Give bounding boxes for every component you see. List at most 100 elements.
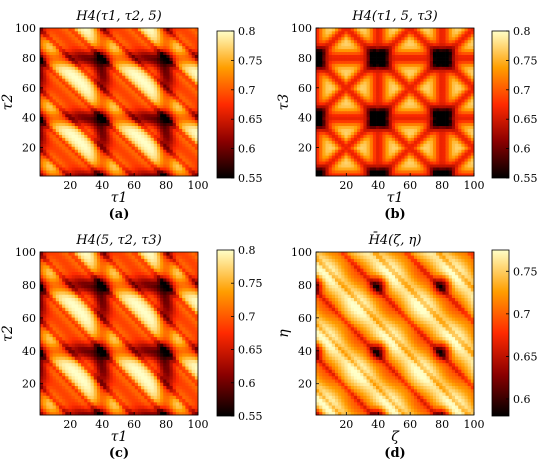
heatmap-cell [77, 173, 82, 177]
heatmap-cell [115, 45, 120, 50]
heatmap-cell [100, 125, 104, 129]
heatmap-cell [141, 110, 145, 115]
heatmap-cell [188, 158, 193, 162]
heatmap-cell [84, 36, 88, 41]
heatmap-cell [115, 116, 120, 121]
heatmap-cell [166, 69, 170, 73]
heatmap-cell [338, 113, 342, 118]
heatmap-cell [49, 54, 53, 58]
heatmap-cell [62, 173, 66, 177]
heatmap-cell [366, 146, 371, 150]
heatmap-cell [448, 36, 453, 41]
heatmap-cell [319, 63, 323, 67]
heatmap-cell [325, 72, 329, 76]
heatmap-cell [436, 39, 440, 44]
heatmap-cell [147, 143, 151, 147]
heatmap-cell [55, 143, 60, 147]
heatmap-cell [398, 72, 402, 76]
heatmap-cell [103, 78, 107, 82]
heatmap-cell [467, 60, 472, 64]
heatmap-cell [122, 66, 126, 70]
heatmap-cell [432, 125, 437, 129]
heatmap-cell [175, 128, 180, 132]
heatmap-cell [144, 54, 148, 58]
heatmap-cell [353, 33, 358, 38]
heatmap-cell [325, 42, 329, 47]
heatmap-cell [417, 96, 421, 100]
heatmap-cell [194, 152, 199, 156]
heatmap-cell [185, 122, 189, 127]
heatmap-cell [112, 75, 117, 79]
heatmap-cell [341, 110, 345, 115]
heatmap-cell [360, 170, 364, 174]
heatmap-cell [413, 72, 418, 76]
heatmap-cell [366, 119, 371, 124]
heatmap-cell [341, 167, 345, 171]
heatmap-cell [338, 128, 342, 132]
heatmap-cell [144, 167, 148, 171]
heatmap-cell [144, 87, 148, 91]
heatmap-cell [74, 122, 79, 127]
heatmap-cell [55, 155, 60, 159]
heatmap-cell [137, 161, 142, 165]
heatmap-cell [65, 102, 69, 106]
heatmap-cell [385, 30, 390, 35]
heatmap-cell [357, 90, 361, 94]
heatmap-cell [322, 134, 326, 138]
heatmap-cell [420, 42, 424, 47]
heatmap-cell [58, 122, 63, 127]
heatmap-cell [100, 164, 104, 168]
heatmap-cell [322, 39, 326, 44]
heatmap-cell [467, 140, 472, 144]
heatmap-cell [344, 134, 348, 138]
heatmap-cell [100, 54, 104, 58]
heatmap-cell [369, 69, 374, 73]
plot-frame [39, 27, 199, 177]
heatmap-cell [366, 152, 371, 156]
heatmap-cell [166, 173, 170, 177]
heatmap-cell [125, 63, 129, 67]
heatmap-cell [366, 48, 371, 53]
heatmap-cell [71, 125, 76, 129]
heatmap-cell [115, 69, 120, 73]
heatmap-cell [338, 42, 342, 47]
heatmap-cell [166, 81, 170, 85]
heatmap-cell [40, 78, 44, 82]
heatmap-cell [87, 107, 91, 112]
heatmap-cell [360, 33, 364, 38]
heatmap-cell [131, 164, 136, 168]
heatmap-cell [388, 113, 393, 118]
heatmap-cell [436, 84, 440, 88]
heatmap-cell [112, 122, 117, 127]
heatmap-cell [150, 137, 155, 141]
heatmap-cell [328, 42, 333, 47]
heatmap-cell [461, 72, 465, 76]
heatmap-cell [68, 57, 72, 61]
heatmap-cell [464, 113, 469, 118]
heatmap-cell [131, 99, 136, 103]
heatmap-cell [382, 45, 386, 50]
heatmap-cell [366, 87, 371, 91]
heatmap-cell [325, 173, 329, 177]
heatmap-cell [398, 81, 402, 85]
heatmap-cell [46, 104, 50, 109]
heatmap-cell [376, 125, 380, 129]
heatmap-cell [458, 30, 462, 35]
heatmap-cell [470, 173, 475, 177]
heatmap-cell [74, 72, 79, 76]
heatmap-cell [163, 28, 167, 32]
heatmap-cell [407, 99, 412, 103]
heatmap-cell [194, 54, 199, 58]
y-tick-label: 60 [22, 82, 36, 95]
heatmap-cell [366, 122, 371, 127]
heatmap-cell [464, 81, 469, 85]
heatmap-cell [461, 96, 465, 100]
heatmap-cell [366, 60, 371, 64]
heatmap-cell [363, 116, 367, 121]
heatmap-cell [58, 81, 63, 85]
heatmap-cell [49, 137, 53, 141]
heatmap-cell [410, 173, 415, 177]
heatmap-cell [436, 134, 440, 138]
heatmap-cell [169, 113, 174, 118]
heatmap-cell [128, 116, 132, 121]
